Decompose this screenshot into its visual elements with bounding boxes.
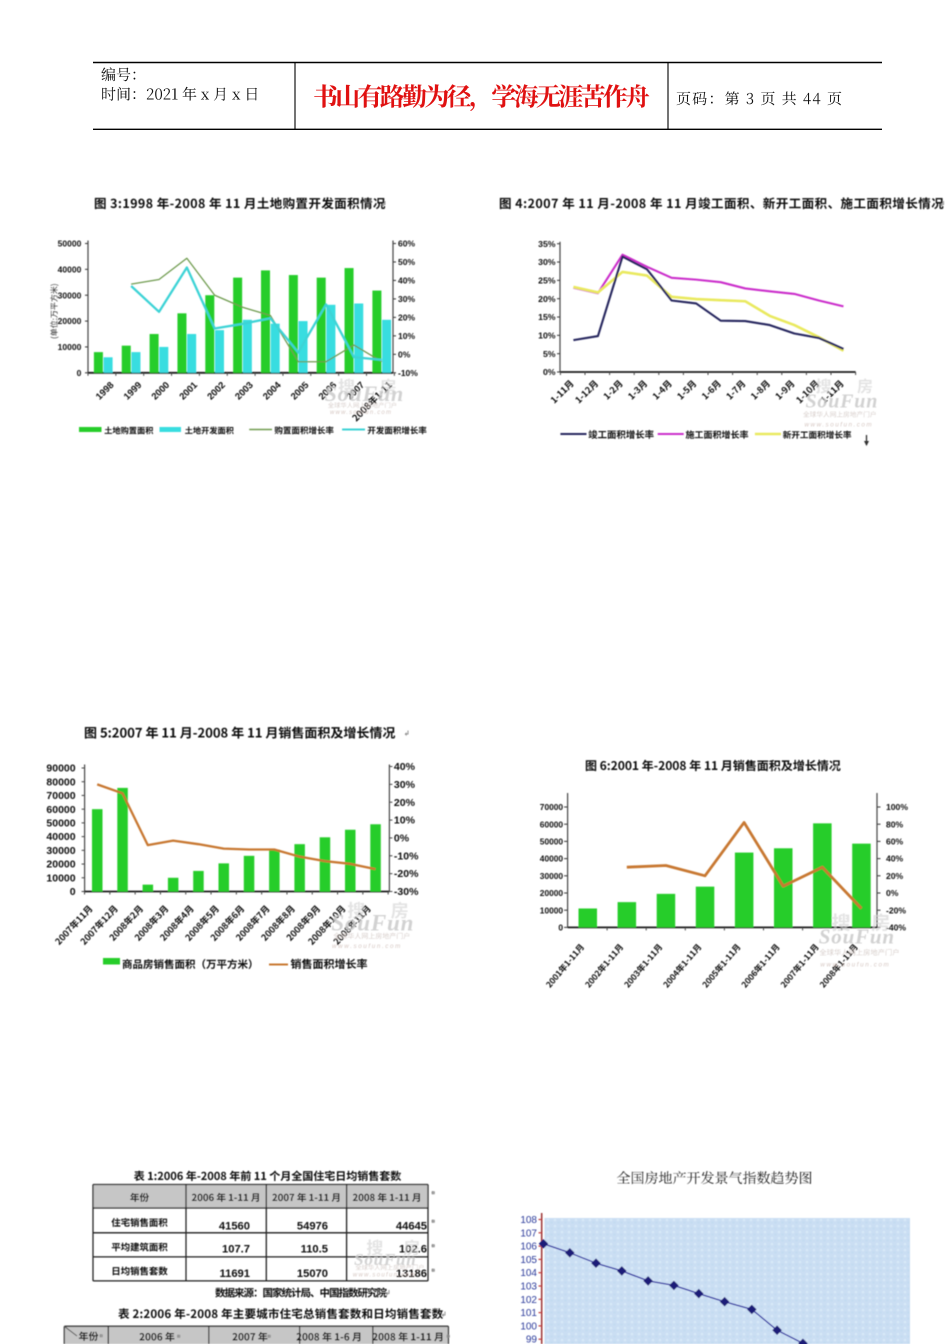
svg-text:10000: 10000 xyxy=(58,342,82,352)
svg-text:40000: 40000 xyxy=(58,264,82,274)
svg-text:41560: 41560 xyxy=(219,1221,250,1233)
svg-text:-10%: -10% xyxy=(398,368,418,378)
svg-text:100: 100 xyxy=(520,1321,537,1332)
svg-text:1999: 1999 xyxy=(121,379,144,402)
svg-text:44645: 44645 xyxy=(396,1221,427,1233)
svg-text:13186: 13186 xyxy=(396,1268,427,1280)
svg-text:www.soufun.com: www.soufun.com xyxy=(353,1273,417,1279)
svg-text:SouFun: SouFun xyxy=(806,391,879,413)
svg-text:-30%: -30% xyxy=(394,886,419,898)
svg-text:20%: 20% xyxy=(886,871,904,881)
svg-text:10000: 10000 xyxy=(46,872,75,884)
svg-text:90000: 90000 xyxy=(46,763,75,775)
svg-text:40%: 40% xyxy=(398,276,415,286)
svg-text:35%: 35% xyxy=(538,239,556,249)
svg-text:30%: 30% xyxy=(398,294,415,304)
svg-text:2004: 2004 xyxy=(260,379,283,402)
svg-text:2003: 2003 xyxy=(232,379,255,402)
svg-text:SouFun: SouFun xyxy=(354,1250,416,1269)
svg-text:106: 106 xyxy=(520,1242,537,1253)
svg-text:0: 0 xyxy=(70,886,76,898)
svg-text:101: 101 xyxy=(520,1308,537,1319)
svg-text:50%: 50% xyxy=(398,257,415,267)
svg-text:SouFun: SouFun xyxy=(819,925,895,949)
svg-text:60000: 60000 xyxy=(540,819,564,829)
svg-text:30%: 30% xyxy=(538,257,556,267)
svg-text:SouFun: SouFun xyxy=(331,911,414,936)
svg-text:30000: 30000 xyxy=(540,871,564,881)
svg-text:40%: 40% xyxy=(394,761,416,773)
svg-text:20000: 20000 xyxy=(46,859,75,871)
svg-text:70000: 70000 xyxy=(46,790,75,802)
svg-text:50000: 50000 xyxy=(46,817,75,829)
svg-text:SouFun: SouFun xyxy=(325,381,404,406)
svg-text:30000: 30000 xyxy=(58,290,82,300)
svg-text:40000: 40000 xyxy=(46,831,75,843)
svg-text:www.soufun.com: www.soufun.com xyxy=(332,943,402,950)
svg-text:-40%: -40% xyxy=(886,923,906,933)
svg-text:40%: 40% xyxy=(886,854,904,864)
svg-text:-10%: -10% xyxy=(394,850,419,862)
svg-text:104: 104 xyxy=(520,1268,537,1279)
svg-text:102: 102 xyxy=(520,1295,537,1306)
svg-text:108: 108 xyxy=(520,1215,537,1226)
svg-text:60%: 60% xyxy=(398,239,415,249)
svg-text:107.7: 107.7 xyxy=(222,1244,250,1256)
svg-text:10%: 10% xyxy=(394,815,416,827)
svg-text:80000: 80000 xyxy=(46,776,75,788)
svg-text:30000: 30000 xyxy=(46,845,75,857)
svg-text:100%: 100% xyxy=(886,802,908,812)
svg-text:15%: 15% xyxy=(538,312,556,322)
svg-text:0%: 0% xyxy=(886,888,899,898)
svg-text:10000: 10000 xyxy=(540,905,564,915)
svg-text:20%: 20% xyxy=(398,312,415,322)
svg-text:www.soufun.com: www.soufun.com xyxy=(330,410,392,416)
svg-text:2000: 2000 xyxy=(149,379,172,402)
svg-text:2001: 2001 xyxy=(177,379,200,402)
svg-text:20%: 20% xyxy=(538,294,556,304)
svg-text:0: 0 xyxy=(77,368,82,378)
svg-text:5%: 5% xyxy=(543,349,556,359)
svg-text:11691: 11691 xyxy=(220,1268,251,1280)
svg-text:20%: 20% xyxy=(394,797,416,809)
svg-text:-20%: -20% xyxy=(886,905,906,915)
svg-text:50000: 50000 xyxy=(58,239,82,249)
svg-text:40000: 40000 xyxy=(540,854,564,864)
svg-text:54976: 54976 xyxy=(297,1221,328,1233)
svg-text:107: 107 xyxy=(520,1228,537,1239)
svg-text:30%: 30% xyxy=(394,779,416,791)
svg-text:2002: 2002 xyxy=(205,379,228,402)
svg-text:105: 105 xyxy=(520,1255,537,1266)
svg-text:2005: 2005 xyxy=(288,379,311,402)
svg-text:0%: 0% xyxy=(543,367,556,377)
svg-text:20000: 20000 xyxy=(58,316,82,326)
svg-text:10%: 10% xyxy=(538,330,556,340)
svg-text:60000: 60000 xyxy=(46,804,75,816)
svg-text:70000: 70000 xyxy=(540,802,564,812)
svg-text:103: 103 xyxy=(520,1282,537,1293)
svg-text:www.soufun.com: www.soufun.com xyxy=(805,421,874,428)
svg-text:25%: 25% xyxy=(538,275,556,285)
svg-text:1998: 1998 xyxy=(93,379,116,402)
svg-text:110.5: 110.5 xyxy=(301,1244,328,1256)
svg-text:0%: 0% xyxy=(398,349,411,359)
svg-text:0%: 0% xyxy=(394,833,410,845)
svg-text:20000: 20000 xyxy=(540,888,564,898)
svg-text:99: 99 xyxy=(526,1335,538,1344)
svg-text:80%: 80% xyxy=(886,819,904,829)
svg-text:15070: 15070 xyxy=(297,1268,328,1280)
svg-text:0: 0 xyxy=(558,923,563,933)
svg-text:www.soufun.com: www.soufun.com xyxy=(820,961,890,968)
svg-text:10%: 10% xyxy=(398,331,415,341)
svg-text:50000: 50000 xyxy=(540,837,564,847)
svg-text:60%: 60% xyxy=(886,837,904,847)
svg-text:-20%: -20% xyxy=(394,868,419,880)
